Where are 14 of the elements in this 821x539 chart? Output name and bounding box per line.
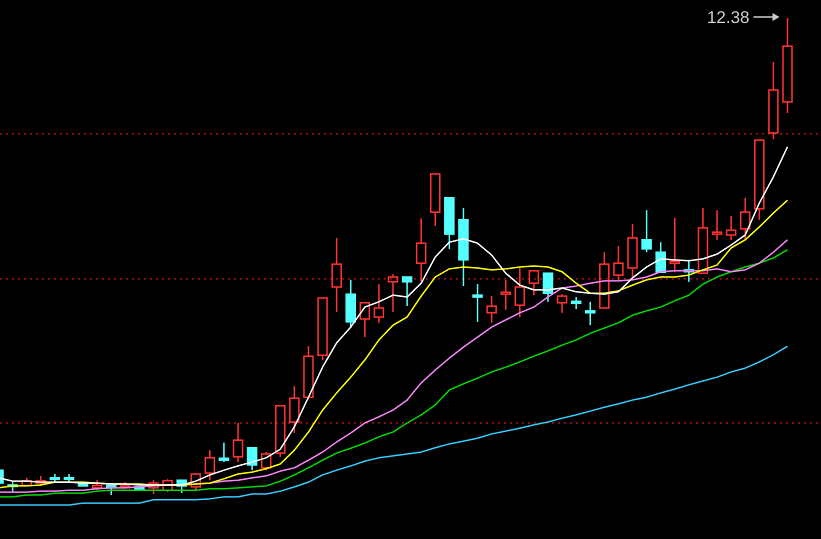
annotation: 12.38 xyxy=(706,8,750,27)
candlestick xyxy=(416,218,426,283)
candlestick xyxy=(472,283,483,323)
candlestick xyxy=(782,17,793,114)
candlestick xyxy=(458,207,469,287)
candlestick xyxy=(584,301,596,326)
candlestick xyxy=(331,237,342,313)
candlestick xyxy=(486,295,497,324)
candlestick xyxy=(740,197,750,241)
candlestick xyxy=(670,217,680,273)
candlestick xyxy=(289,385,300,434)
candlestick xyxy=(627,223,638,281)
candlestick xyxy=(500,279,511,311)
candlestick xyxy=(514,267,526,318)
